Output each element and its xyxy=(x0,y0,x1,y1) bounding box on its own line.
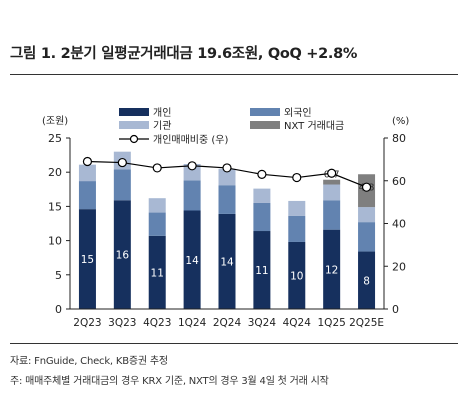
y-right-tick-label: 80 xyxy=(392,132,406,145)
footnote: 주: 매매주체별 거래대금의 경우 KRX 기준, NXT의 경우 3월 4일 … xyxy=(10,376,329,387)
bar-foreign xyxy=(218,185,236,214)
share-line-point xyxy=(187,161,197,171)
x-tick-label: 4Q24 xyxy=(283,317,312,329)
footer-rule xyxy=(10,343,458,344)
y-left-tick-label: 15 xyxy=(48,200,62,213)
share-line-point xyxy=(327,168,337,178)
legend-label-foreign: 외국인 xyxy=(284,107,312,119)
bar-foreign xyxy=(113,169,131,201)
y-left-tick-label: 25 xyxy=(48,132,62,145)
x-tick-label: 1Q24 xyxy=(178,317,207,329)
bar-individual xyxy=(113,200,131,309)
x-tick-label: 2Q23 xyxy=(73,317,101,329)
axes-group: 0 5 10 15 20 25 0 20 40 60 80 (조원) (%) 2Q23 3Q23 4Q23 1Q… xyxy=(42,115,409,329)
bar-foreign xyxy=(253,202,271,232)
bar-foreign xyxy=(323,200,341,230)
source-note: 자료: FnGuide, Check, KB증권 추정 xyxy=(10,356,168,367)
y-left-unit-label: (조원) xyxy=(42,115,68,127)
bar-individual xyxy=(358,251,376,309)
bar-value-label: 14 xyxy=(185,255,199,267)
x-tick-label: 2Q25E xyxy=(349,317,384,329)
legend-swatch-foreign xyxy=(250,108,280,116)
bar-foreign xyxy=(288,215,306,242)
bar-individual xyxy=(253,231,271,309)
bar-foreign xyxy=(78,181,96,210)
y-right-tick-label: 20 xyxy=(392,260,406,273)
legend-swatch-individual xyxy=(119,108,149,116)
share-line-point xyxy=(82,156,93,167)
legend-label-individual: 개인 xyxy=(153,107,171,119)
bar-institution xyxy=(253,188,271,203)
x-tick-label: 4Q23 xyxy=(143,317,171,329)
share-line-point xyxy=(152,163,162,173)
legend-label-nxt: NXT 거래대금 xyxy=(284,120,344,132)
share-line-point xyxy=(117,157,127,168)
share-line-point xyxy=(361,182,372,192)
bar-institution xyxy=(218,168,236,186)
bar-individual xyxy=(218,213,236,309)
share-line-point xyxy=(257,169,267,179)
y-right-tick-label: 60 xyxy=(392,175,406,188)
y-right-unit-label: (%) xyxy=(392,116,409,127)
bar-value-label: 10 xyxy=(290,270,303,282)
bar-value-label: 11 xyxy=(151,267,164,279)
legend-swatch-institution xyxy=(119,121,149,129)
y-left-tick-label: 20 xyxy=(48,166,62,179)
bar-foreign xyxy=(183,180,201,211)
y-left-tick-label: 10 xyxy=(48,235,62,248)
bar-individual xyxy=(183,210,201,309)
y-right-tick-label: 40 xyxy=(392,218,406,231)
bar-value-label: 14 xyxy=(220,256,234,268)
bar-foreign xyxy=(148,212,166,236)
legend-swatch-nxt xyxy=(250,121,280,129)
y-right-tick-label: 0 xyxy=(392,303,399,316)
legend-label-share: 개인매매비중 (우) xyxy=(153,134,228,146)
y-left-tick-label: 5 xyxy=(55,269,62,282)
bars-group xyxy=(78,151,376,309)
x-tick-label: 2Q24 xyxy=(213,317,242,329)
bar-value-label: 16 xyxy=(116,250,130,262)
x-tick-label: 1Q25 xyxy=(318,317,346,329)
legend-label-institution: 기관 xyxy=(153,120,171,132)
bar-individual xyxy=(148,235,166,309)
share-line-group xyxy=(82,156,372,192)
bar-institution xyxy=(288,200,306,216)
bar-individual xyxy=(323,229,341,309)
bar-institution xyxy=(323,184,341,201)
chart-title: 그림 1. 2분기 일평균거래대금 19.6조원, QoQ +2.8% xyxy=(10,46,358,62)
bar-value-label: 8 xyxy=(363,275,370,287)
y-left-tick-label: 0 xyxy=(55,303,62,316)
share-line-point xyxy=(292,172,302,183)
bar-institution xyxy=(148,198,166,213)
bar-institution xyxy=(358,207,376,223)
x-tick-label: 3Q24 xyxy=(248,317,277,329)
bar-individual xyxy=(288,241,306,309)
title-rule xyxy=(10,74,458,75)
bar-foreign xyxy=(358,222,376,252)
bar-individual xyxy=(78,209,96,309)
bar-value-label: 11 xyxy=(255,265,268,277)
bar-value-label: 15 xyxy=(81,254,94,266)
bar-institution xyxy=(183,163,201,181)
share-line-point xyxy=(222,163,232,173)
x-tick-label: 3Q23 xyxy=(108,317,136,329)
bar-nxt xyxy=(323,179,341,185)
bar-value-label: 12 xyxy=(325,264,338,276)
bar-institution xyxy=(78,164,96,182)
legend-line-marker xyxy=(129,134,139,144)
